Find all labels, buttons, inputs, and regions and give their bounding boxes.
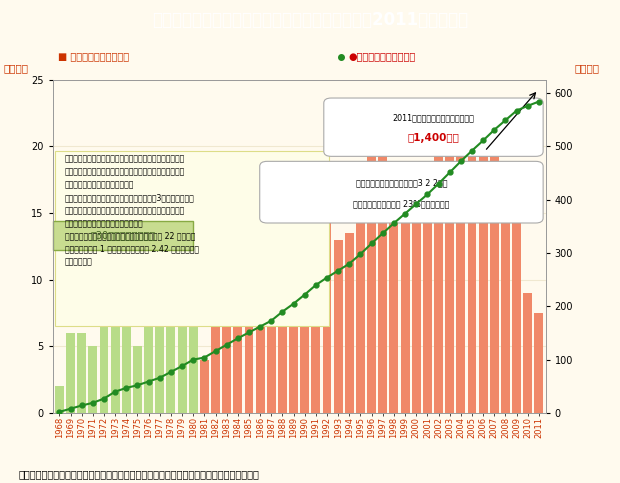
- FancyBboxPatch shape: [55, 151, 329, 327]
- Bar: [534, 313, 543, 413]
- Bar: [155, 313, 164, 413]
- Bar: [78, 333, 86, 413]
- Bar: [244, 260, 254, 413]
- Text: ●ストック戸数（右軸）: ●ストック戸数（右軸）: [348, 51, 415, 61]
- Bar: [445, 127, 454, 413]
- Bar: [389, 166, 399, 413]
- Bar: [523, 293, 532, 413]
- Bar: [111, 246, 120, 413]
- Bar: [345, 233, 354, 413]
- Text: マンション居住高齢者推計〄3 2 2万人: マンション居住高齢者推計〄3 2 2万人: [356, 178, 447, 187]
- Bar: [233, 253, 242, 413]
- Text: ■ 新規供給戸数（左軸）: ■ 新規供給戸数（左軸）: [58, 51, 129, 61]
- Bar: [322, 220, 332, 413]
- Bar: [479, 153, 487, 413]
- Bar: [177, 266, 187, 413]
- Text: 資料：国土交通省住宅局市街地建築課マンション政策室資料をもとに長谷工総合研究所作成: 資料：国土交通省住宅局市街地建築課マンション政策室資料をもとに長谷工総合研究所作…: [19, 469, 260, 479]
- Bar: [100, 299, 108, 413]
- Bar: [378, 153, 388, 413]
- Bar: [501, 173, 510, 413]
- Bar: [255, 266, 265, 413]
- Text: 〄1,400万人: 〄1,400万人: [407, 133, 459, 143]
- Text: 注１）新規供給戸数は建築着工統計等をもとに推計した。
注２）ストック戸数は新規供給戸数の累積等をもとに、各
　　年末時点の戸数を推計した。
注３）ここでいうマン: 注１）新規供給戸数は建築着工統計等をもとに推計した。 注２）ストック戸数は新規供…: [65, 155, 199, 267]
- Bar: [278, 186, 287, 413]
- Bar: [423, 166, 432, 413]
- Bar: [144, 320, 153, 413]
- Bar: [133, 346, 142, 413]
- Bar: [434, 153, 443, 413]
- Text: 筆30年以上のストック: 筆30年以上のストック: [91, 230, 156, 241]
- FancyBboxPatch shape: [260, 161, 543, 223]
- Bar: [512, 180, 521, 413]
- Bar: [89, 346, 97, 413]
- Bar: [166, 273, 175, 413]
- Bar: [311, 180, 321, 413]
- Bar: [211, 246, 220, 413]
- Bar: [200, 360, 209, 413]
- Bar: [188, 253, 198, 413]
- Text: 《図表１》全国の分譲マンションストック戸数（2011年末現在）: 《図表１》全国の分譲マンションストック戸数（2011年末現在）: [152, 11, 468, 29]
- Bar: [222, 260, 231, 413]
- FancyBboxPatch shape: [324, 98, 543, 156]
- Bar: [267, 266, 276, 413]
- Bar: [66, 333, 75, 413]
- Bar: [367, 146, 376, 413]
- Bar: [467, 153, 476, 413]
- Bar: [122, 313, 131, 413]
- Bar: [490, 146, 498, 413]
- Text: （万戸）: （万戸）: [3, 63, 29, 73]
- Bar: [456, 133, 465, 413]
- Bar: [289, 213, 298, 413]
- Bar: [356, 180, 365, 413]
- Bar: [55, 386, 64, 413]
- Text: （万戸）: （万戸）: [575, 63, 600, 73]
- FancyBboxPatch shape: [53, 221, 193, 250]
- Text: （マンション居住者の 23%として試算）: （マンション居住者の 23%として試算）: [353, 199, 450, 208]
- Bar: [412, 173, 421, 413]
- Bar: [401, 173, 410, 413]
- Bar: [300, 186, 309, 413]
- Text: 2011年末マンション推定居住人口: 2011年末マンション推定居住人口: [392, 113, 474, 122]
- Bar: [334, 240, 343, 413]
